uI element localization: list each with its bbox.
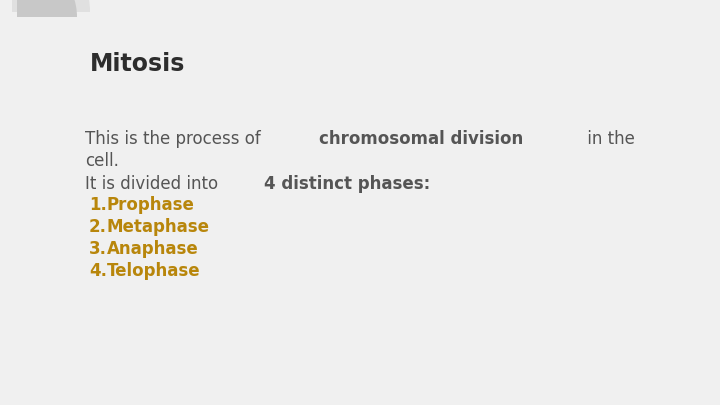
Wedge shape (12, 0, 90, 12)
Text: 3.: 3. (89, 240, 107, 258)
Text: in the: in the (582, 130, 635, 148)
Text: cell.: cell. (85, 152, 119, 170)
Text: Metaphase: Metaphase (107, 218, 210, 236)
Text: 2.: 2. (89, 218, 107, 236)
Text: Anaphase: Anaphase (107, 240, 199, 258)
Text: Mitosis: Mitosis (90, 52, 185, 76)
Text: This is the process of: This is the process of (85, 130, 266, 148)
Text: 4.: 4. (89, 262, 107, 280)
Wedge shape (17, 0, 77, 17)
Text: It is divided into: It is divided into (85, 175, 223, 193)
Text: chromosomal division: chromosomal division (318, 130, 523, 148)
Text: Prophase: Prophase (107, 196, 195, 214)
Text: 4 distinct phases:: 4 distinct phases: (264, 175, 430, 193)
Text: 1.: 1. (89, 196, 107, 214)
Text: Telophase: Telophase (107, 262, 201, 280)
